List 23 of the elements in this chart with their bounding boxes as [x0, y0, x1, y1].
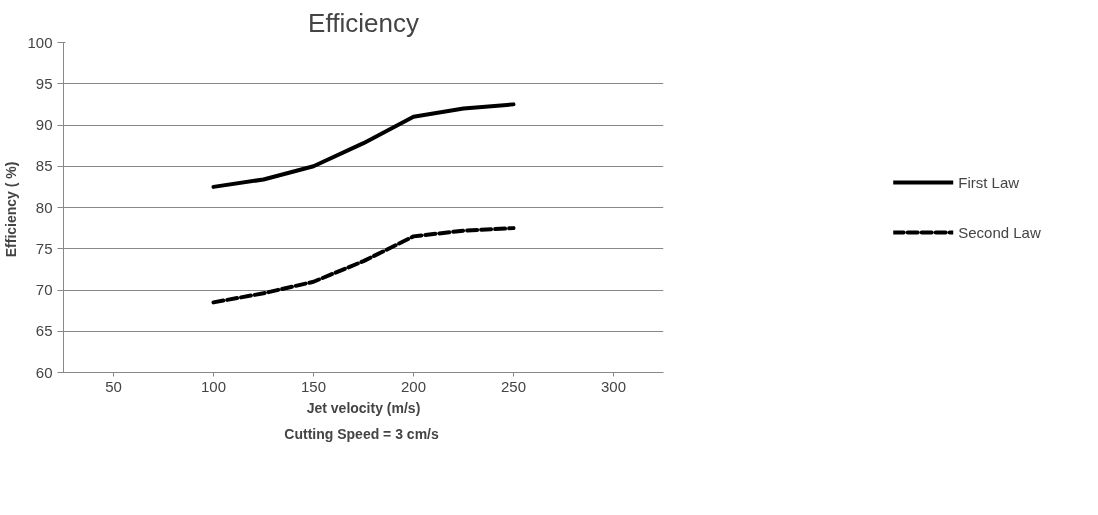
y-tick-label: 70: [35, 281, 53, 298]
x-tick-label: 100: [200, 377, 227, 395]
x-tick-label: 200: [400, 377, 427, 395]
legend-label: Second Law: [958, 223, 1041, 241]
y-axis-title: Efficiency ( %): [3, 161, 20, 258]
text: Cutting Speed = 3 cm/s: [284, 425, 439, 442]
line-series: [211, 102, 516, 189]
legend-label: First Law: [958, 173, 1020, 191]
x-tick-label: 250: [500, 377, 527, 395]
y-tick-label: 100: [27, 33, 53, 51]
y-tick-label: 65: [35, 322, 53, 340]
chart-title: Efficiency: [308, 7, 419, 38]
y-tick-label: 80: [35, 198, 53, 216]
y-tick-label: 90: [35, 116, 53, 133]
x-tick-label: 150: [300, 377, 327, 395]
x-axis-title: Jet velocity (m/s): [306, 399, 421, 416]
y-tick-label: 75: [35, 239, 53, 257]
line-series: [211, 226, 516, 305]
y-tick-label: 95: [35, 74, 53, 92]
y-tick-label: 60: [35, 363, 53, 381]
x-tick-label: 300: [600, 377, 627, 395]
x-tick-label: 50: [105, 377, 122, 395]
y-tick-label: 85: [35, 157, 53, 175]
